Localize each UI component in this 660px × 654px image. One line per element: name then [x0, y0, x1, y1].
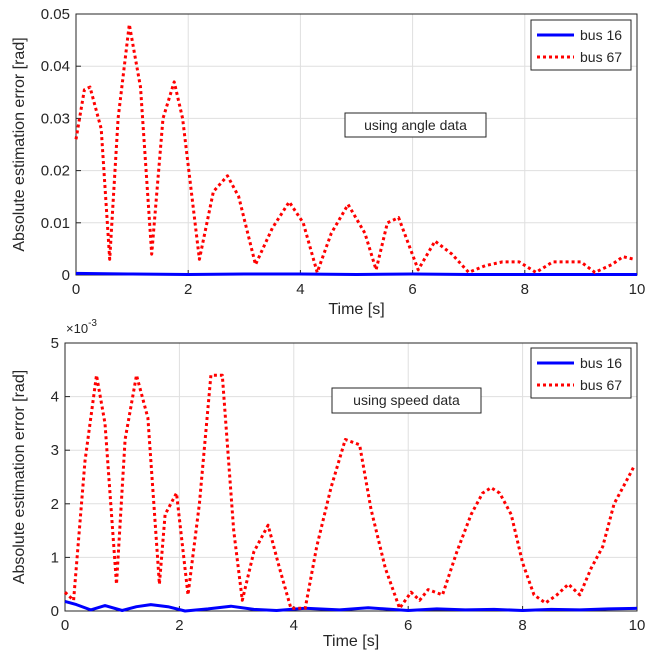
- ticks: 0 2 4 6 8 10 0 1 2 3 4 5: [51, 335, 646, 634]
- x-tick-label: 8: [518, 617, 526, 634]
- legend-box: [530, 347, 632, 399]
- series-group: [63, 373, 638, 613]
- series-line-bus16: [75, 271, 637, 276]
- legend-box: [530, 19, 632, 71]
- legend: bus 16 bus 67: [530, 347, 632, 399]
- y-tick-label: 1: [51, 549, 59, 566]
- x-tick-label: 10: [629, 281, 646, 298]
- chart-top: 0 2 4 6 8 10 0 0.01 0.02 0.03 0.04 0.05 Time [s] Ab…: [11, 6, 645, 318]
- x-axis-label: Time [s]: [328, 301, 384, 318]
- x-tick-label: 0: [61, 617, 69, 634]
- y-tick-label: 0.02: [41, 163, 70, 180]
- y-axis-label: Absolute estimation error [rad]: [11, 37, 28, 251]
- annotation-box: using angle data: [344, 112, 487, 138]
- y-axis-exponent: ×10-3: [66, 318, 97, 336]
- y-tick-label: 0.05: [41, 6, 70, 23]
- x-tick-label: 4: [290, 617, 298, 634]
- annotation-text: using angle data: [364, 117, 467, 133]
- y-tick-label: 0: [62, 267, 70, 284]
- x-tick-label: 2: [184, 281, 192, 298]
- x-tick-label: 4: [296, 281, 304, 298]
- series-line-bus67: [74, 22, 635, 274]
- x-tick-label: 6: [408, 281, 416, 298]
- y-tick-label: 0: [51, 603, 59, 620]
- legend-label-bus16: bus 16: [580, 355, 622, 371]
- chart-bottom: 0 2 4 6 8 10 0 1 2 3 4 5 Time [s] Absolute estimati…: [11, 318, 645, 650]
- ticks: 0 2 4 6 8 10 0 0.01 0.02 0.03 0.04 0.05: [41, 6, 646, 298]
- legend-label-bus67: bus 67: [580, 377, 622, 393]
- y-tick-label: 0.01: [41, 215, 70, 232]
- x-tick-label: 8: [521, 281, 529, 298]
- y-tick-label: 0.04: [41, 58, 70, 75]
- series-group: [74, 22, 637, 276]
- annotation-frame: [344, 112, 487, 138]
- y-tick-label: 0.03: [41, 110, 70, 127]
- annotation-box: using speed data: [331, 387, 482, 414]
- y-tick-label: 5: [51, 335, 59, 352]
- series-line-bus67: [63, 373, 636, 610]
- y-tick-label: 2: [51, 496, 59, 513]
- y-axis-label: Absolute estimation error [rad]: [11, 370, 28, 584]
- legend: bus 16 bus 67: [530, 19, 632, 71]
- legend-label-bus67: bus 67: [580, 49, 622, 65]
- x-axis-label: Time [s]: [323, 633, 379, 650]
- legend-label-bus16: bus 16: [580, 27, 622, 43]
- annotation-frame: [331, 387, 482, 414]
- x-tick-label: 2: [175, 617, 183, 634]
- x-tick-label: 0: [72, 281, 80, 298]
- y-tick-label: 4: [51, 389, 59, 406]
- y-axis-exponent-power: -3: [88, 318, 97, 329]
- x-tick-label: 10: [629, 617, 646, 634]
- x-tick-label: 6: [404, 617, 412, 634]
- series-line-bus16: [64, 599, 638, 613]
- axes-frame: [64, 342, 638, 612]
- annotation-text: using speed data: [353, 392, 460, 408]
- y-axis-exponent-base: ×10: [66, 321, 88, 336]
- grid: [76, 14, 637, 275]
- y-tick-label: 3: [51, 442, 59, 459]
